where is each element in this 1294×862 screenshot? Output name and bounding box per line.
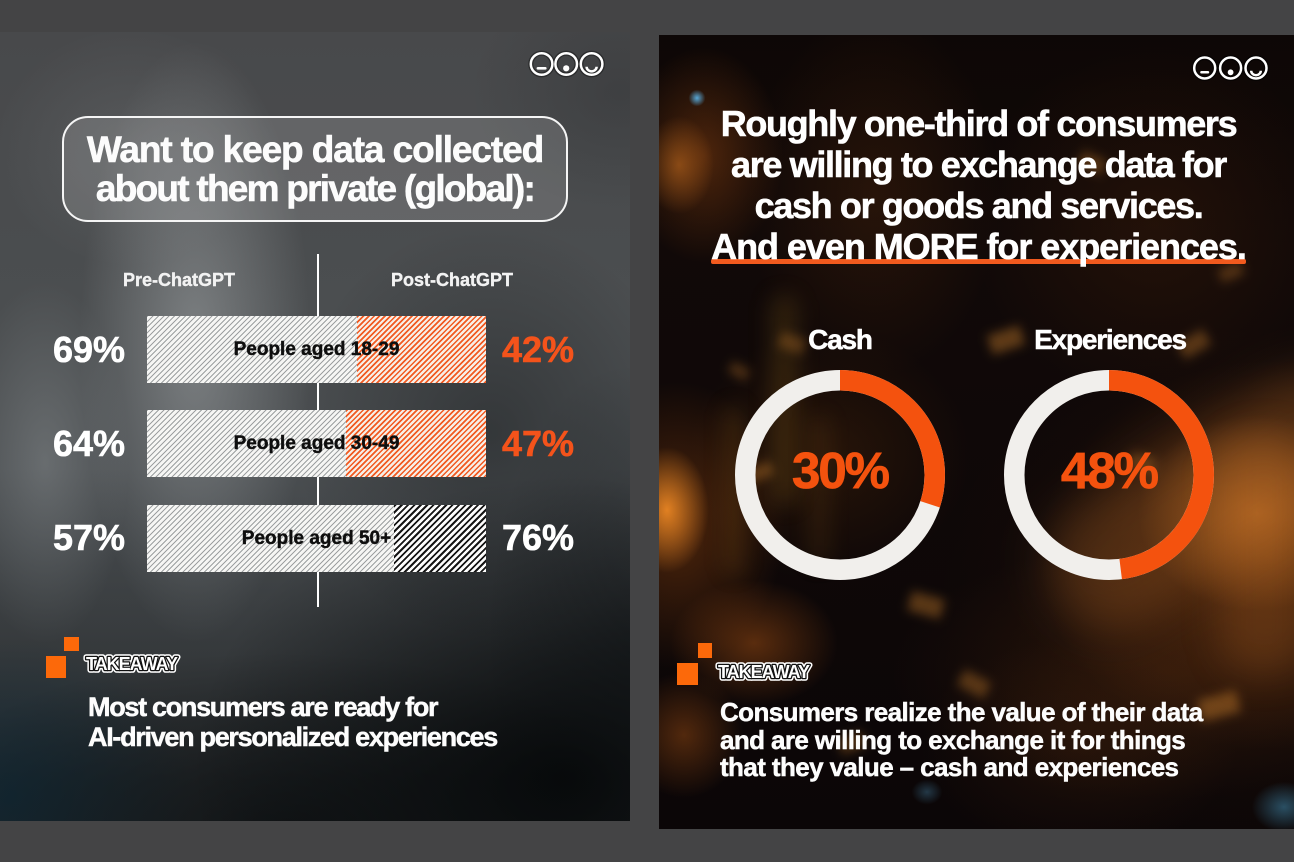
- svg-text:TAKEAWAY: TAKEAWAY: [86, 654, 178, 674]
- svg-text:TAKEAWAY: TAKEAWAY: [718, 662, 810, 682]
- svg-text:TAKEAWAY: TAKEAWAY: [86, 654, 178, 674]
- svg-text:TAKEAWAY: TAKEAWAY: [718, 662, 810, 682]
